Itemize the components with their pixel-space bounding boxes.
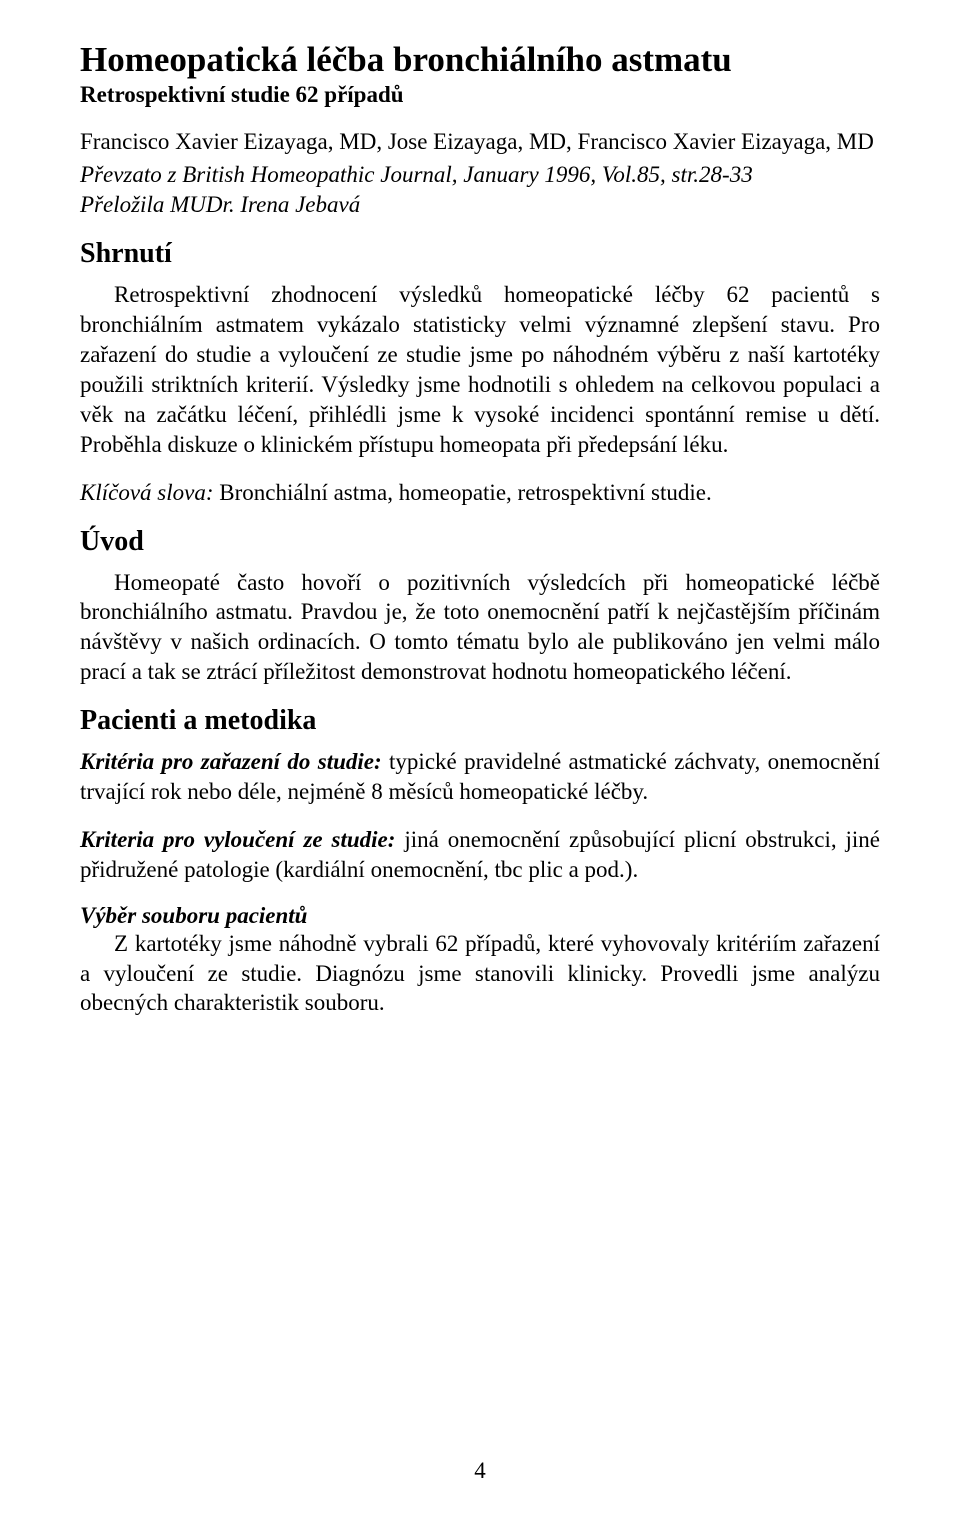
document-subtitle: Retrospektivní studie 62 případů (80, 82, 880, 108)
source-line: Převzato z British Homeopathic Journal, … (80, 159, 880, 190)
page-number: 4 (0, 1458, 960, 1484)
keywords-text: Bronchiální astma, homeopatie, retrospek… (214, 480, 712, 505)
criteria-inclusion: Kritéria pro zařazení do studie: typické… (80, 747, 880, 807)
heading-shrnuti: Shrnutí (80, 238, 880, 270)
page: Homeopatická léčba bronchiálního astmatu… (0, 0, 960, 1514)
keywords-label: Klíčová slova: (80, 480, 214, 505)
heading-pacienti: Pacienti a metodika (80, 705, 880, 737)
criteria-exclusion-label: Kriteria pro vyloučení ze studie: (80, 827, 395, 852)
document-title: Homeopatická léčba bronchiálního astmatu (80, 40, 880, 80)
keywords-line: Klíčová slova: Bronchiální astma, homeop… (80, 478, 880, 508)
subsection-vyber-title: Výběr souboru pacientů (80, 903, 880, 929)
paragraph-shrnuti: Retrospektivní zhodnocení výsledků homeo… (80, 280, 880, 459)
criteria-inclusion-label: Kritéria pro zařazení do studie: (80, 749, 382, 774)
authors-line: Francisco Xavier Eizayaga, MD, Jose Eiza… (80, 126, 880, 157)
heading-uvod: Úvod (80, 526, 880, 558)
criteria-exclusion: Kriteria pro vyloučení ze studie: jiná o… (80, 825, 880, 885)
paragraph-vyber: Z kartotéky jsme náhodně vybrali 62 příp… (80, 929, 880, 1019)
paragraph-uvod: Homeopaté často hovoří o pozitivních výs… (80, 568, 880, 688)
translator-line: Přeložila MUDr. Irena Jebavá (80, 192, 880, 218)
